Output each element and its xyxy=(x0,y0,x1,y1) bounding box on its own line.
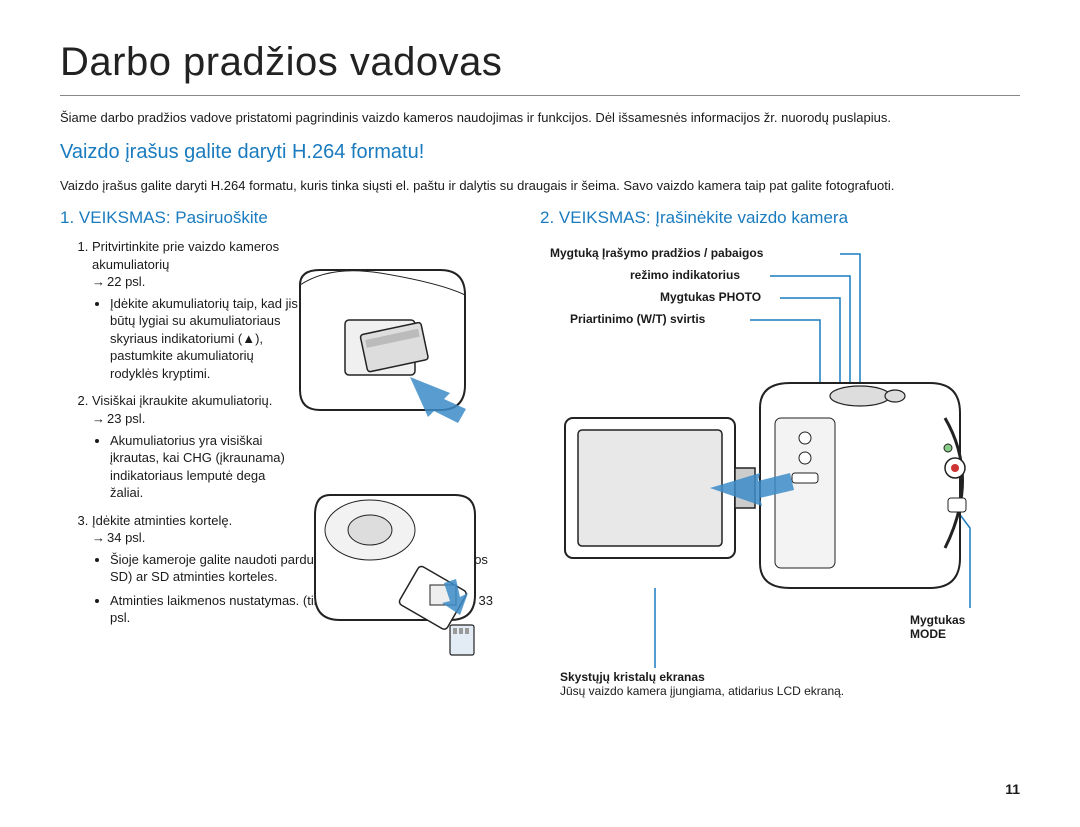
pageref-23: 23 psl. xyxy=(92,410,145,428)
step1-list: Pritvirtinkite prie vaizdo kameros akumu… xyxy=(60,238,510,627)
step1-item-1-text: Pritvirtinkite prie vaizdo kameros akumu… xyxy=(92,238,282,273)
column-step1: 1. VEIKSMAS: Pasiruoškite Pritvirtinkite… xyxy=(60,208,510,718)
step1-item-2-bullets: Akumuliatorius yra visiškai įkrautas, ka… xyxy=(92,432,510,502)
step1-item-1-bullet-1: Įdėkite akumuliatorių taip, kad jis būtų… xyxy=(110,295,300,383)
lcd-caption: Skystųjų kristalų ekranas Jūsų vaizdo ka… xyxy=(560,670,960,698)
page-number: 11 xyxy=(1005,781,1020,797)
step1-item-2: Visiškai įkraukite akumuliatorių. 23 psl… xyxy=(92,392,510,501)
title-rule xyxy=(60,95,1020,96)
pageref-34: 34 psl. xyxy=(92,529,145,547)
step1-item-2-text: Visiškai įkraukite akumuliatorių. xyxy=(92,393,272,408)
page-title: Darbo pradžios vadovas xyxy=(60,40,1020,85)
step1-item-3: Įdėkite atminties kortelę. 34 psl. Šioje… xyxy=(92,512,510,627)
step1-item-3-bullet-2: Atminties laikmenos nustatymas. (tik HMX… xyxy=(110,592,510,627)
step1-item-3-bullet-1: Šioje kameroje galite naudoti parduodama… xyxy=(110,551,510,586)
lcd-caption-title: Skystųjų kristalų ekranas xyxy=(560,670,705,684)
document-page: Darbo pradžios vadovas Šiame darbo pradž… xyxy=(0,0,1080,827)
subintro-text: Vaizdo įrašus galite daryti H.264 format… xyxy=(60,177,1020,195)
subtitle: Vaizdo įrašus galite daryti H.264 format… xyxy=(60,141,1020,164)
two-column-layout: 1. VEIKSMAS: Pasiruoškite Pritvirtinkite… xyxy=(60,208,1020,718)
column-step2: 2. VEIKSMAS: Įrašinėkite vaizdo kamera M… xyxy=(540,208,1020,718)
intro-text: Šiame darbo pradžios vadove pristatomi p… xyxy=(60,109,1020,127)
camcorder-open-illustration xyxy=(560,378,980,618)
step1-heading: 1. VEIKSMAS: Pasiruoškite xyxy=(60,208,510,228)
step1-item-1-bullets: Įdėkite akumuliatorių taip, kad jis būtų… xyxy=(92,295,510,383)
step1-item-2-bullet-1: Akumuliatorius yra visiškai įkrautas, ka… xyxy=(110,432,300,502)
lcd-caption-desc: Jūsų vaizdo kamera įjungiama, atidarius … xyxy=(560,684,844,698)
step1-item-3-text: Įdėkite atminties kortelę. xyxy=(92,513,232,528)
label-mode-button: Mygtukas MODE xyxy=(910,613,1000,641)
step1-item-3-bullets: Šioje kameroje galite naudoti parduodama… xyxy=(92,551,510,627)
step2-heading: 2. VEIKSMAS: Įrašinėkite vaizdo kamera xyxy=(540,208,1020,228)
camera-diagram: Mygtuką Įrašymo pradžios / pabaigos reži… xyxy=(540,238,1000,718)
step1-item-1: Pritvirtinkite prie vaizdo kameros akumu… xyxy=(92,238,510,382)
pageref-22: 22 psl. xyxy=(92,273,145,291)
